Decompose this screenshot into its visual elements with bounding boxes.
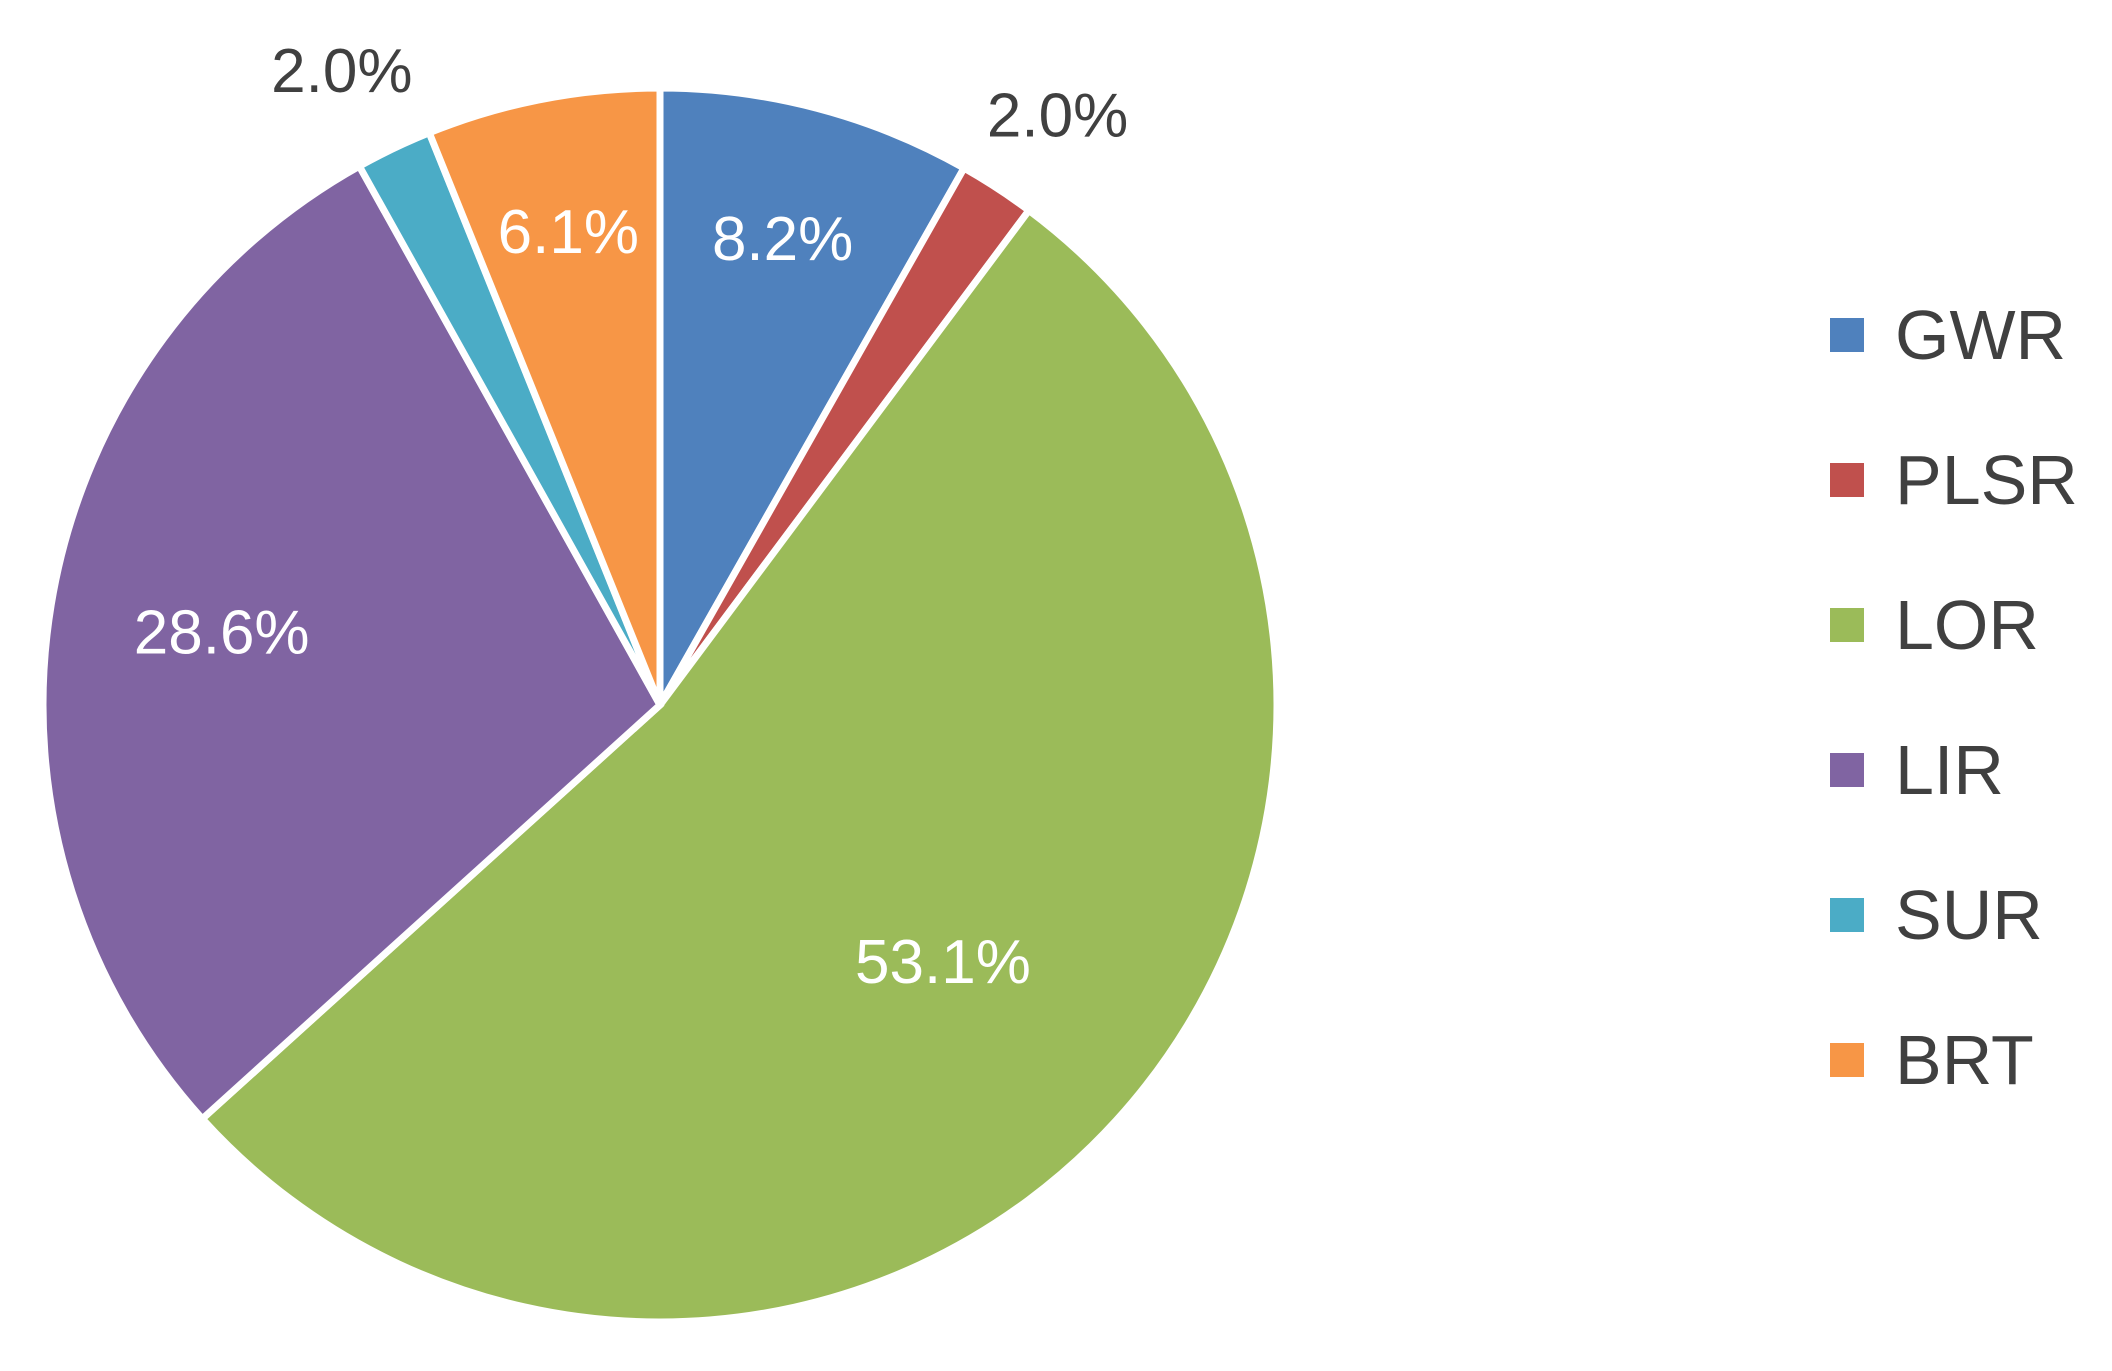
pie-slice-gwr [656, 84, 969, 719]
legend-swatch-sur [1830, 898, 1864, 932]
pie-data-labels: 8.2% 2.0% 53.1% 28.6% 2.0% 6.1% [134, 37, 1128, 997]
legend-label-lir: LIR [1895, 731, 2004, 809]
data-label-lor: 53.1% [855, 928, 1031, 997]
pie-slice-brt [424, 84, 664, 707]
legend-label-brt: BRT [1895, 1021, 2034, 1099]
pie-slice-lir [39, 161, 665, 1124]
data-label-brt: 6.1% [498, 198, 639, 267]
data-label-sur: 2.0% [271, 37, 412, 106]
legend-swatch-lor [1830, 608, 1864, 642]
legend-swatch-brt [1830, 1043, 1864, 1077]
data-label-lir: 28.6% [134, 598, 310, 667]
legend-label-sur: SUR [1895, 876, 2043, 954]
legend-swatch-plsr [1830, 463, 1864, 497]
legend-swatch-lir [1830, 753, 1864, 787]
legend: GWR PLSR LOR LIR SUR BRT [1830, 296, 2078, 1099]
legend-label-lor: LOR [1895, 586, 2039, 664]
data-label-gwr: 8.2% [712, 205, 853, 274]
legend-swatch-gwr [1830, 318, 1864, 352]
pie-slices [39, 84, 1281, 1326]
data-label-plsr: 2.0% [987, 82, 1128, 151]
legend-label-plsr: PLSR [1895, 441, 2078, 519]
pie-slice-lor [197, 205, 1281, 1326]
legend-label-gwr: GWR [1895, 296, 2066, 374]
